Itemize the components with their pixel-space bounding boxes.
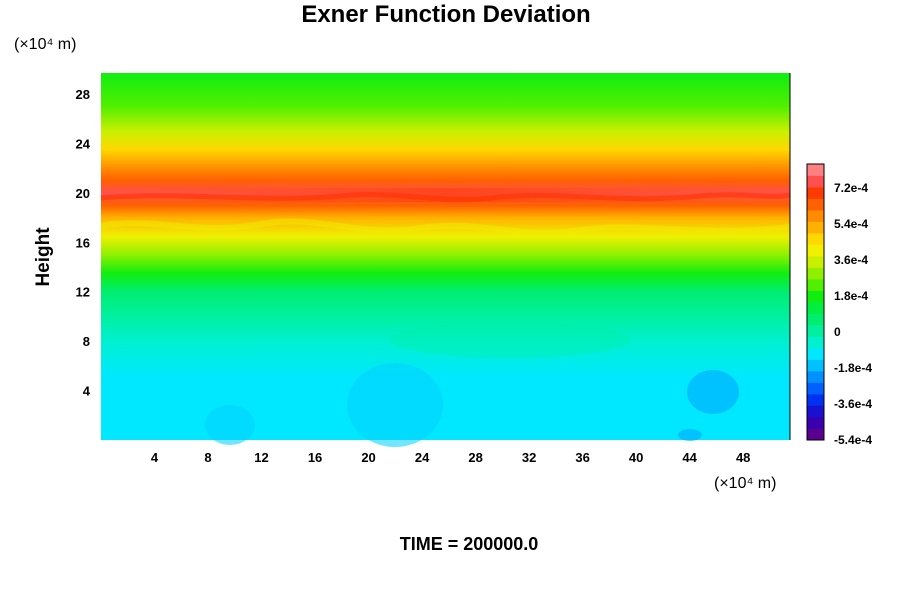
y-tick-label: 20: [76, 186, 90, 201]
y-tick-label: 28: [76, 87, 90, 102]
colorbar-swatch: [807, 210, 824, 222]
colorbar-swatch: [807, 279, 824, 291]
colorbar-swatch: [807, 313, 824, 326]
y-axis-unit-label: (×10⁴ m): [14, 36, 76, 53]
colorbar-tick-label: -3.6e-4: [834, 397, 872, 411]
colorbar-tick-label: 0: [834, 325, 841, 339]
x-tick-label: 16: [308, 450, 322, 465]
yellow-band-wave: [100, 218, 791, 236]
y-tick-label: 8: [83, 334, 90, 349]
colorbar-swatch: [807, 198, 824, 211]
x-tick-label: 40: [629, 450, 643, 465]
colorbar-frame: [806, 163, 825, 441]
y-axis-label: Height: [33, 227, 54, 287]
colorbar-swatch: [807, 244, 824, 257]
colorbar-swatch: [807, 348, 824, 360]
contour-field: [100, 73, 791, 447]
colorbar-swatch: [807, 290, 824, 303]
low-pressure-patch: [205, 405, 255, 445]
colorbar-swatch: [807, 175, 824, 188]
x-axis-unit-label: (×10⁴ m): [714, 475, 776, 492]
x-tick-label: 28: [468, 450, 482, 465]
time-label: TIME = 200000.0: [400, 534, 539, 554]
y-tick-label: 4: [83, 384, 91, 399]
colorbar-tick-label: 1.8e-4: [834, 289, 868, 303]
chart-title: Exner Function Deviation: [301, 1, 590, 28]
mid-level-patch: [390, 322, 630, 358]
colorbar-tick-label: 5.4e-4: [834, 217, 868, 231]
colorbar-swatch: [807, 428, 824, 441]
x-tick-label: 24: [415, 450, 430, 465]
y-tick-labels: 4 8 12 16 20 24 28: [76, 87, 91, 399]
colorbar-swatch: [807, 382, 824, 395]
x-tick-label: 48: [736, 450, 750, 465]
x-tick-label: 32: [522, 450, 536, 465]
colorbar-swatch: [807, 394, 824, 406]
field-background: [101, 73, 790, 440]
peak-band-wave: [100, 192, 791, 202]
colorbar-swatch: [807, 221, 824, 234]
y-tick-label: 12: [76, 285, 90, 300]
colorbar-swatch: [807, 164, 824, 176]
low-pressure-patch: [347, 363, 443, 447]
colorbar-swatch: [807, 256, 824, 268]
colorbar-swatch: [807, 359, 824, 372]
low-pressure-patch: [678, 429, 702, 441]
colorbar-tick-label: 3.6e-4: [834, 253, 868, 267]
y-tick-label: 24: [76, 136, 91, 151]
low-pressure-patch: [687, 370, 739, 414]
x-tick-label: 44: [682, 450, 697, 465]
colorbar-swatch: [807, 371, 824, 383]
colorbar-swatch: [807, 233, 824, 245]
colorbar-swatch: [807, 302, 824, 314]
x-tick-label: 4: [151, 450, 159, 465]
colorbar-tick-label: -5.4e-4: [834, 433, 872, 447]
colorbar-tick-label: 7.2e-4: [834, 181, 868, 195]
colorbar-tick-label: -1.8e-4: [834, 361, 872, 375]
x-tick-label: 8: [204, 450, 211, 465]
colorbar-swatch: [807, 336, 824, 349]
colorbar-swatch: [807, 325, 824, 337]
x-tick-label: 12: [254, 450, 268, 465]
colorbar-swatch: [807, 267, 824, 280]
colorbar-swatch: [807, 417, 824, 429]
colorbar-swatch: [807, 405, 824, 418]
x-tick-label: 20: [361, 450, 375, 465]
y-tick-label: 16: [76, 235, 90, 250]
x-tick-labels: 4 8 12 16 20 24 28 32 36 40 44 48: [151, 450, 751, 465]
colorbar-swatch: [807, 187, 824, 199]
colorbar: 7.2e-4 5.4e-4 3.6e-4 1.8e-4 0 -1.8e-4 -3.6e-4 -…: [806, 163, 872, 447]
x-tick-label: 36: [575, 450, 589, 465]
